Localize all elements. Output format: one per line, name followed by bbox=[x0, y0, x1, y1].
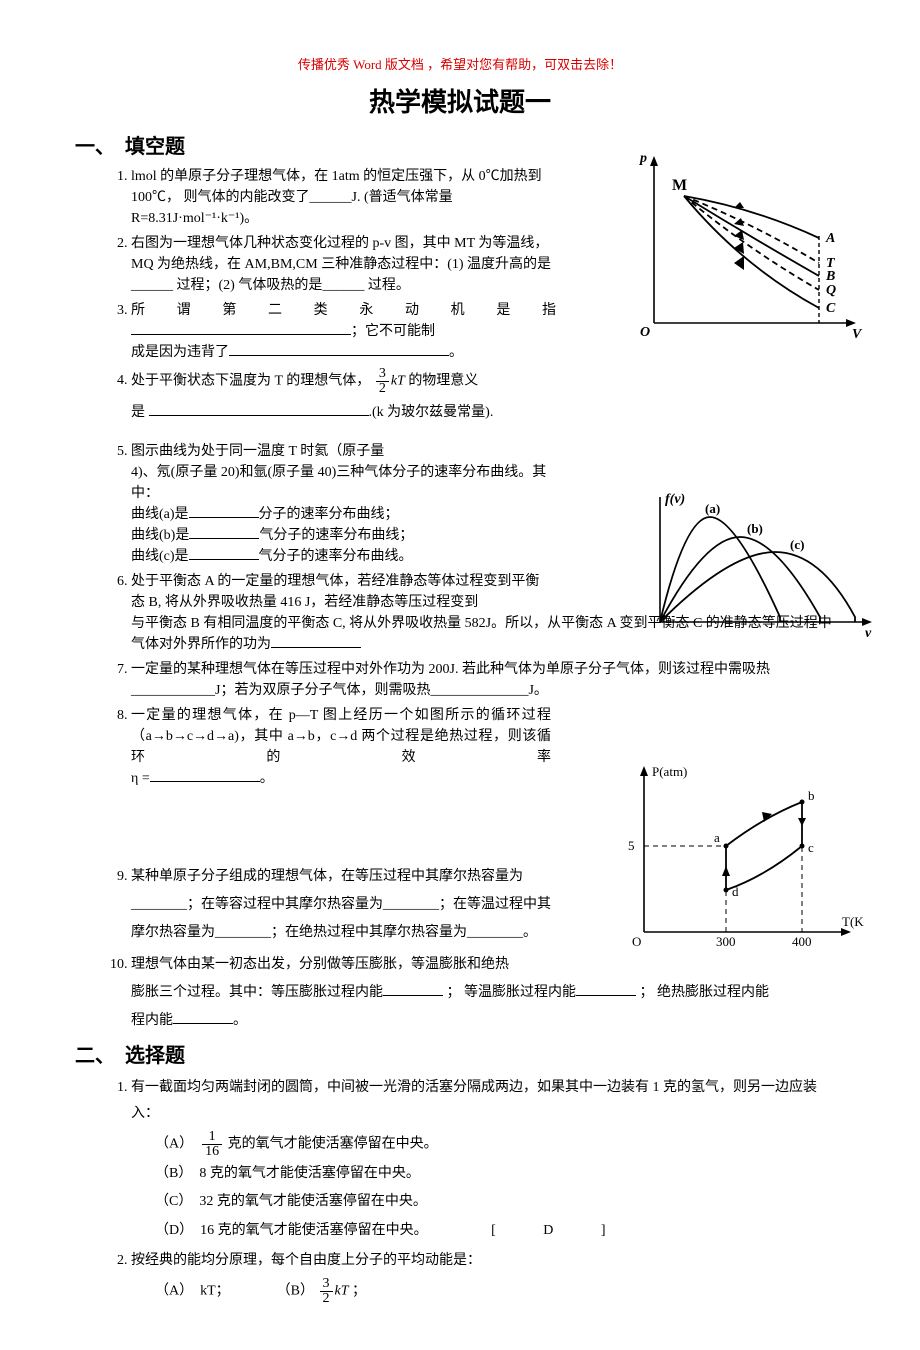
q4-l2pre: 是 bbox=[131, 405, 149, 420]
mc1-a-suf: 克的氧气才能使活塞停留在中央。 bbox=[224, 1136, 438, 1151]
figure-fv: f(v) v (a) (b) (c) bbox=[635, 487, 880, 642]
q10-l2a: 膨胀三个过程。其中：等压膨胀过程内能 bbox=[131, 985, 383, 1000]
pv-label-m: M bbox=[672, 177, 687, 194]
pv-label-p: p bbox=[639, 151, 647, 166]
q10-b3 bbox=[173, 1010, 233, 1023]
pt-label-c: c bbox=[808, 840, 814, 855]
q5-l4a: 曲线(b)是 bbox=[131, 528, 189, 543]
pv-label-c: C bbox=[826, 301, 836, 316]
q10: 理想气体由某一初态出发，分别做等压膨胀，等温膨胀和绝热 膨胀三个过程。其中：等压… bbox=[131, 951, 845, 1035]
q5-b2 bbox=[189, 525, 259, 538]
pt-label-300: 300 bbox=[716, 934, 736, 949]
pt-label-5: 5 bbox=[628, 838, 635, 853]
top-banner: 传播优秀 Word 版文档 ，希望对您有帮助，可双击去除！ bbox=[75, 55, 845, 75]
q5-l1: 图示曲线为处于同一温度 T 时氦（原子量 bbox=[131, 444, 384, 459]
q4-blank bbox=[149, 402, 369, 415]
mc1-opt-b: （B） 8 克的氧气才能使活塞停留在中央。 bbox=[155, 1161, 841, 1188]
q10-l3: 。 bbox=[233, 1013, 247, 1028]
q3-blank2 bbox=[229, 342, 449, 355]
pt-label-400: 400 bbox=[792, 934, 812, 949]
q5-l2: 4)、氖(原子量 20)和氩(原子量 40)三种气体分子的速率分布曲线。其中： bbox=[131, 465, 546, 501]
q5-l5b: 气分子的速率分布曲线。 bbox=[259, 549, 413, 564]
q10-l2b: ； 等温膨胀过程内能 bbox=[447, 985, 577, 1000]
q8-l1: 一定量的理想气体，在 p—T 图上经历一个如图所示的循环过程（a→b→c→d→a… bbox=[131, 705, 551, 768]
q1-text: lmol 的单原子分子理想气体，在 1atm 的恒定压强下，从 0℃加热到 10… bbox=[131, 166, 556, 229]
q7: 一定量的某种理想气体在等压过程中对外作功为 200J. 若此种气体为单原子分子气… bbox=[131, 659, 845, 701]
pt-label-o: O bbox=[632, 934, 641, 949]
mc1-d-text: （D） 16 克的氧气才能使活塞停留在中央。 bbox=[155, 1223, 428, 1238]
mc2: 按经典的能均分原理，每个自由度上分子的平均动能是： （A） kT； （B） 32… bbox=[131, 1248, 845, 1306]
q6-l1: 处于平衡态 A 的一定量的理想气体，若经准静态等体过程变到平衡态 B, 将从外界… bbox=[131, 571, 551, 613]
q3-blank1 bbox=[131, 321, 351, 334]
pv-label-v: V bbox=[852, 327, 863, 342]
pt-label-b: b bbox=[808, 788, 815, 803]
q4-frac: 32 bbox=[376, 367, 389, 396]
q9-text: 某种单原子分子组成的理想气体，在等压过程中其摩尔热容量为________；在等容… bbox=[131, 863, 551, 947]
q3-mid: ；它不可能制 bbox=[351, 324, 435, 339]
q8-l2: η = bbox=[131, 771, 150, 786]
pv-label-o: O bbox=[640, 325, 650, 340]
q4-suf: 的物理意义 bbox=[408, 373, 478, 388]
q10-l2c: ； 绝热膨胀过程内能 bbox=[640, 985, 770, 1000]
q2-text: 右图为一理想气体几种状态变化过程的 p-v 图，其中 MT 为等温线，MQ 为绝… bbox=[131, 233, 556, 296]
q4-pre: 处于平衡状态下温度为 T 的理想气体， bbox=[131, 373, 370, 388]
q3-pre: 所谓第二类永动机是指 bbox=[131, 300, 556, 321]
pv-label-b: B bbox=[825, 269, 835, 284]
q6-blank bbox=[271, 634, 361, 647]
mc1-stem: 有一截面均匀两端封闭的圆筒，中间被一光滑的活塞分隔成两边，如果其中一边装有 1 … bbox=[131, 1080, 817, 1122]
pv-label-q: Q bbox=[826, 283, 836, 298]
mc2-a: （A） kT； bbox=[155, 1284, 230, 1299]
q10-b2 bbox=[576, 982, 636, 995]
mc1-opt-a: （A） 116 克的氧气才能使活塞停留在中央。 bbox=[155, 1130, 841, 1159]
figure-pt: P(atm) T(K) O 5 300 400 a b c bbox=[614, 762, 864, 957]
q5-l5a: 曲线(c)是 bbox=[131, 549, 189, 564]
mc1-opt-c: （C） 32 克的氧气才能使活塞停留在中央。 bbox=[155, 1189, 841, 1216]
pv-label-a: A bbox=[825, 231, 835, 246]
mc2-stem: 按经典的能均分原理，每个自由度上分子的平均动能是： bbox=[131, 1253, 481, 1268]
pt-label-d: d bbox=[732, 884, 739, 899]
fv-label-b: (b) bbox=[747, 521, 763, 536]
mc2-b-suf: ； bbox=[352, 1284, 366, 1299]
q10-b1 bbox=[383, 982, 443, 995]
q5-l3b: 分子的速率分布曲线； bbox=[259, 507, 399, 522]
fv-label-v: v bbox=[865, 626, 872, 641]
pt-label-t: T(K) bbox=[842, 914, 864, 929]
pt-label-p: P(atm) bbox=[652, 764, 687, 779]
section-mc-heading: 二、 选择题 bbox=[75, 1041, 845, 1071]
fv-label-a: (a) bbox=[705, 501, 720, 516]
fv-label-c: (c) bbox=[790, 537, 804, 552]
q5-b3 bbox=[189, 546, 259, 559]
mc-questions: 有一截面均匀两端封闭的圆筒，中间被一光滑的活塞分隔成两边，如果其中一边装有 1 … bbox=[131, 1075, 845, 1307]
q8-blank bbox=[150, 768, 260, 781]
q3-post: 成是因为违背了 bbox=[131, 345, 229, 360]
mc1-answer: [ D ] bbox=[491, 1218, 615, 1245]
pt-label-a: a bbox=[714, 830, 720, 845]
fv-label-f: f(v) bbox=[665, 492, 685, 507]
q7-text: 一定量的某种理想气体在等压过程中对外作功为 200J. 若此种气体为单原子分子气… bbox=[131, 662, 770, 698]
q10-l1: 理想气体由某一初态出发，分别做等压膨胀，等温膨胀和绝热 bbox=[131, 957, 509, 972]
q5-l4b: 气分子的速率分布曲线； bbox=[259, 528, 413, 543]
q5-l3a: 曲线(a)是 bbox=[131, 507, 189, 522]
page-title: 热学模拟试题一 bbox=[75, 83, 845, 122]
q4: 处于平衡状态下温度为 T 的理想气体， 32kT 的物理意义 是 .(k 为玻尔… bbox=[131, 367, 845, 437]
q4-l2suf: .(k 为玻尔兹曼常量). bbox=[369, 405, 494, 420]
mc2-b-pre: （B） bbox=[277, 1284, 314, 1299]
q5-b1 bbox=[189, 504, 259, 517]
figure-pv: p V O M A T B Q C bbox=[634, 148, 864, 343]
mc1-opt-d: （D） 16 克的氧气才能使活塞停留在中央。 [ D ] bbox=[155, 1218, 841, 1245]
mc1: 有一截面均匀两端封闭的圆筒，中间被一光滑的活塞分隔成两边，如果其中一边装有 1 … bbox=[131, 1075, 845, 1245]
